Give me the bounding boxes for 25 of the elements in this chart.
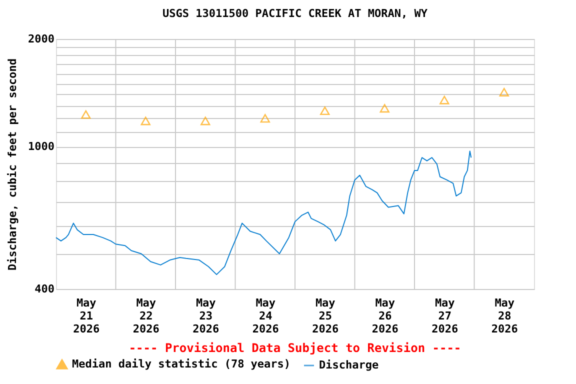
point [81, 110, 91, 119]
x-tick-label: May 28 2026 [491, 296, 518, 336]
line-series [56, 150, 472, 276]
point [499, 88, 509, 96]
legend-label: Median daily statistic (78 years) [72, 357, 291, 370]
point [260, 114, 270, 123]
y-tick-label: 400 [34, 282, 54, 296]
point [380, 104, 390, 113]
x-tick-label: May 21 2026 [73, 296, 100, 336]
point [320, 106, 330, 116]
x-tick-label: May 26 2026 [372, 296, 399, 336]
x-tick-label: May 23 2026 [192, 296, 220, 336]
x-tick-label: May 27 2026 [432, 296, 458, 336]
point [440, 96, 450, 104]
y-tick-label: 2000 [28, 32, 54, 46]
x-tick-label: May 22 2026 [132, 296, 160, 336]
chart-title: USGS 13011500 PACIFIC CREEK AT MORAN, WY [162, 7, 428, 20]
x-tick-label: May 25 2026 [312, 296, 339, 336]
y-axis-title: Discharge, cubic feet per second [6, 58, 20, 270]
x-tick-label: May 24 2026 [252, 296, 280, 336]
point [200, 116, 210, 126]
y-tick-label: 1000 [28, 140, 54, 154]
text: ---- Provisional Data Subject to Revision ---- [128, 341, 462, 355]
point [140, 116, 150, 126]
legend-label: Discharge [319, 358, 379, 372]
